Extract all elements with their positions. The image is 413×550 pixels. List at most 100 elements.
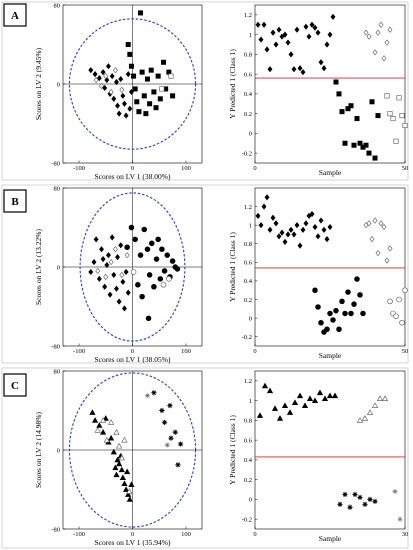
data-point — [381, 395, 389, 402]
y-tick-label: 0.4 — [244, 457, 253, 464]
data-point — [128, 63, 134, 69]
data-point — [309, 21, 315, 28]
data-point — [276, 233, 282, 240]
data-point — [393, 138, 399, 144]
data-point — [169, 258, 176, 264]
data-point — [108, 258, 114, 266]
data-point — [301, 402, 309, 408]
data-point — [291, 231, 297, 238]
data-point — [387, 26, 393, 33]
data-point — [122, 486, 130, 492]
data-point — [321, 65, 327, 72]
data-point — [271, 405, 279, 411]
data-point — [109, 234, 115, 241]
data-point — [351, 301, 357, 307]
data-point — [375, 113, 381, 119]
prediction-plot-frame — [254, 370, 406, 530]
data-point — [387, 111, 393, 117]
confidence-ellipse — [68, 18, 197, 150]
data-point — [297, 242, 303, 249]
data-point — [91, 258, 97, 266]
data-point — [264, 46, 270, 53]
data-point — [267, 226, 273, 233]
score-plot: -100 0 100 -80 0 80 Scores on LV 1 (38.05%) Sco… — [34, 185, 203, 364]
y-tick-label: 0.8 — [244, 418, 252, 425]
x-tick-label: 0 — [131, 531, 134, 538]
data-point — [100, 69, 106, 76]
data-point — [132, 236, 138, 243]
x-tick-label: 0 — [253, 348, 256, 355]
y-tick-label: 1.2 — [244, 12, 252, 19]
panel-label-box — [3, 373, 27, 397]
data-point — [151, 89, 157, 95]
x-axis-label: Sample — [319, 168, 342, 177]
data-point — [109, 73, 115, 80]
data-point — [331, 392, 339, 399]
data-point — [174, 266, 181, 272]
data-point — [113, 429, 120, 435]
data-point — [276, 415, 284, 421]
data-point — [291, 399, 299, 405]
y-tick-label: 0.6 — [244, 437, 253, 444]
data-point — [360, 310, 366, 317]
data-point — [375, 249, 381, 257]
data-point — [157, 96, 163, 102]
data-point — [155, 236, 161, 243]
y-tick-label: 0 — [57, 264, 60, 271]
data-point — [330, 13, 336, 20]
data-point — [256, 412, 264, 418]
data-point — [387, 245, 393, 252]
y-tick-label: -0.2 — [242, 516, 252, 523]
data-point — [399, 319, 405, 326]
y-tick-label: 0 — [249, 315, 252, 322]
series-open-star — [144, 393, 170, 448]
series-square — [333, 79, 381, 161]
data-point — [354, 276, 360, 282]
data-point — [102, 84, 108, 92]
data-point — [113, 471, 120, 478]
data-point — [279, 229, 285, 236]
confidence-ellipse — [68, 372, 197, 528]
data-point — [116, 442, 123, 449]
series-circle — [312, 276, 366, 335]
data-point — [89, 409, 96, 415]
data-point — [378, 21, 384, 28]
data-point — [125, 41, 131, 48]
data-point — [123, 112, 129, 119]
x-tick-label: 50 — [402, 348, 409, 355]
data-point — [95, 267, 101, 275]
data-point — [342, 140, 348, 146]
data-point — [175, 462, 181, 468]
data-point — [116, 460, 123, 467]
data-point — [321, 226, 327, 233]
data-point — [327, 310, 333, 317]
data-point — [148, 67, 154, 73]
data-point — [125, 491, 132, 497]
data-point — [145, 315, 152, 322]
data-point — [285, 231, 291, 238]
data-point — [311, 397, 319, 404]
data-point — [118, 466, 125, 473]
series-diamond — [255, 13, 336, 76]
data-point — [88, 67, 94, 74]
data-point — [139, 69, 145, 75]
data-point — [124, 252, 130, 259]
series-open-square — [159, 73, 174, 92]
data-point — [267, 66, 273, 73]
data-point — [116, 298, 122, 305]
data-point — [131, 73, 137, 79]
data-point — [134, 99, 140, 105]
panel-frame — [1, 1, 409, 181]
data-point — [384, 39, 390, 46]
data-point — [120, 92, 126, 99]
data-point — [387, 298, 393, 305]
x-axis-label: Scores on LV 1 (38.05%) — [94, 355, 171, 364]
data-point — [270, 214, 276, 221]
data-point — [118, 75, 124, 83]
data-point — [139, 293, 145, 300]
data-point — [348, 310, 354, 317]
data-point — [121, 480, 128, 486]
data-point — [161, 268, 168, 274]
